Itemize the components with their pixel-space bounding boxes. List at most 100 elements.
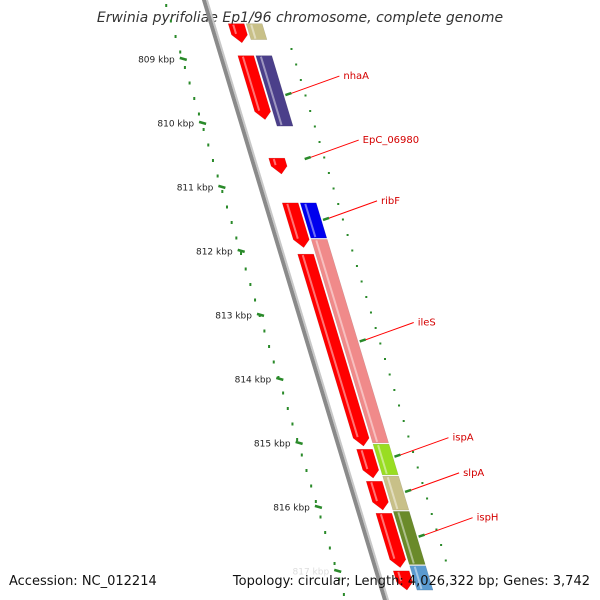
ruler-tick-label: 817 kbp [293, 567, 330, 577]
ruler-dot [254, 298, 257, 302]
outer-track-dot [402, 420, 405, 422]
cds-arrow [392, 570, 413, 591]
outer-track-dot [332, 187, 335, 190]
ruler-dot [342, 593, 345, 596]
ruler-tick-label: 816 kbp [273, 503, 310, 513]
outer-track-dot [398, 404, 401, 407]
ruler-dot [179, 50, 182, 54]
outer-track-dot [309, 110, 312, 112]
ruler-tick-label: 813 kbp [215, 311, 252, 321]
outer-track-dot [379, 342, 382, 345]
cds-arrow-shine [241, 56, 261, 111]
outer-track-dot [430, 513, 433, 515]
cds-arrow [268, 157, 288, 175]
gene-block [255, 55, 294, 127]
gene-block-shine [259, 56, 283, 126]
cds-arrow-shine [272, 158, 277, 166]
ruler-dot [296, 438, 299, 441]
gene-label-leader [308, 139, 359, 159]
ruler-tick [275, 376, 284, 382]
outer-track-dot [416, 466, 419, 469]
outer-track-dot [313, 125, 316, 128]
ruler-tick [314, 504, 323, 510]
outer-track-dot [426, 497, 429, 500]
ruler-dot [286, 407, 289, 410]
ruler-tick-label: 814 kbp [235, 375, 272, 385]
outer-track-dot [351, 249, 354, 252]
outer-track-dot [304, 94, 307, 97]
gene-block [310, 239, 389, 444]
ruler-tick [179, 56, 188, 62]
cds-arrow [356, 449, 380, 479]
outer-track-dot [346, 234, 349, 236]
gene-label-leader [398, 437, 449, 457]
gene-label-tick [322, 216, 330, 222]
outer-track-dot [299, 79, 302, 81]
outer-track-dot [369, 311, 372, 314]
ruler-dot [324, 531, 327, 534]
gene-label-nhaa: nhaA [343, 71, 369, 82]
gene-block-shine [250, 24, 257, 39]
ruler-dot [263, 329, 266, 333]
outer-track-dot [290, 48, 293, 50]
cds-arrow-shine [370, 481, 378, 502]
ruler-dot [202, 128, 205, 131]
gene-block [245, 23, 268, 40]
ruler-dot [211, 159, 214, 162]
ruler-dot [338, 577, 341, 581]
ruler-dot [300, 453, 303, 457]
accession-text: Accession: NC_012214 [9, 574, 157, 589]
outer-track-dot [444, 559, 447, 562]
cds-arrow [227, 23, 248, 44]
gene-block [299, 202, 328, 239]
ruler-dot [169, 19, 172, 23]
map-title: Erwinia pyrifoliae Ep1/96 chromosome, co… [96, 10, 504, 26]
gene-label-slpa: slpA [463, 468, 484, 479]
gene-label-ribf: ribF [381, 196, 400, 207]
gene-block [382, 475, 410, 511]
outer-track-dot [355, 265, 358, 267]
ruler-dot [207, 143, 210, 147]
gene-block [372, 443, 399, 476]
ruler-dot [230, 221, 233, 224]
ruler-dot [268, 345, 271, 348]
ruler-tick-label: 812 kbp [196, 247, 233, 257]
ruler-dot [291, 422, 294, 426]
cds-arrow [375, 513, 407, 569]
outer-track-dot [337, 203, 340, 205]
outer-track-dot [435, 528, 438, 531]
ruler-dot [319, 515, 322, 519]
outer-track-dot [295, 63, 298, 66]
ruler-tick-label: 815 kbp [254, 439, 291, 449]
ruler-dot [310, 484, 313, 488]
gene-label-tick [284, 91, 292, 97]
gene-label-leader [363, 322, 414, 341]
ruler-tick-label: 811 kbp [177, 183, 214, 193]
ruler-dot [249, 283, 252, 286]
ruler-tick-label: 809 kbp [138, 55, 175, 65]
gene-label-tick [418, 533, 425, 538]
gene-label-tick [394, 453, 401, 458]
cds-arrow-shine [301, 254, 359, 438]
cds-arrow-shine [232, 24, 237, 35]
ruler-dot [225, 205, 228, 209]
ruler-tick [295, 440, 303, 446]
ruler-tick [256, 312, 265, 318]
gene-label-epc_06980: EpC_06980 [363, 135, 419, 146]
ruler-dot [314, 500, 317, 503]
outer-track-dot [374, 327, 377, 329]
ruler-dot [174, 35, 177, 38]
outer-track-dot [440, 544, 443, 546]
ruler-tick [218, 184, 226, 190]
ruler-dot [305, 469, 308, 472]
ruler-dot [193, 97, 196, 100]
cds-arrow [297, 253, 370, 447]
outer-track-dot [407, 435, 410, 438]
outer-track-dot [393, 389, 396, 391]
cds-arrow-shine [397, 571, 403, 582]
outer-track-dot [412, 451, 415, 453]
outer-track-dot [327, 172, 330, 174]
gene-block-shine [397, 512, 415, 564]
genome-summary-text: Topology: circular; Length: 4,026,322 bp… [232, 574, 590, 589]
